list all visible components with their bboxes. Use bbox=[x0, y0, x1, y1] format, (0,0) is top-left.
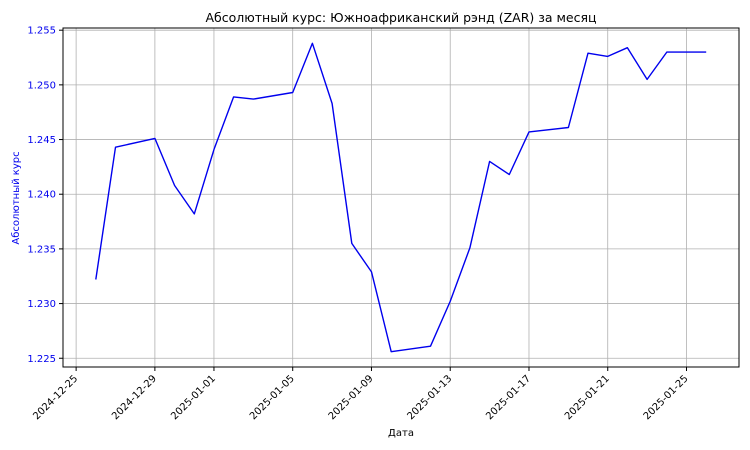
x-tick-label: 2025-01-17 bbox=[484, 373, 533, 422]
y-tick-label: 1.235 bbox=[27, 244, 56, 255]
x-tick-label: 2025-01-21 bbox=[563, 373, 612, 422]
x-tick-label: 2025-01-25 bbox=[642, 373, 691, 422]
x-tick-label: 2025-01-01 bbox=[169, 373, 218, 422]
y-tick-label: 1.230 bbox=[27, 299, 56, 310]
chart-title: Абсолютный курс: Южноафриканский рэнд (Z… bbox=[205, 10, 596, 25]
y-tick-label: 1.240 bbox=[27, 190, 56, 201]
series-line bbox=[95, 42, 707, 353]
plot-frame bbox=[62, 27, 740, 368]
x-axis: 2024-12-25 2024-12-29 2025-01-01 2025-01-05… bbox=[31, 367, 691, 422]
y-tick-label: 1.225 bbox=[27, 354, 56, 365]
x-tick-label: 2025-01-05 bbox=[248, 373, 297, 422]
grid-lines bbox=[63, 28, 739, 367]
y-tick-label: 1.255 bbox=[27, 26, 56, 37]
y-axis: 1.225 1.230 1.235 1.240 1.245 1.250 1.255 bbox=[27, 26, 63, 365]
x-axis-label: Дата bbox=[388, 428, 414, 439]
x-tick-label: 2025-01-09 bbox=[327, 373, 376, 422]
y-tick-label: 1.245 bbox=[27, 135, 56, 146]
series-group bbox=[95, 42, 707, 353]
y-tick-label: 1.250 bbox=[27, 80, 56, 91]
y-axis-label: Абсолютный курс bbox=[11, 151, 22, 244]
x-tick-label: 2024-12-29 bbox=[110, 373, 159, 422]
x-tick-label: 2024-12-25 bbox=[31, 373, 80, 422]
x-tick-label: 2025-01-13 bbox=[405, 373, 454, 422]
